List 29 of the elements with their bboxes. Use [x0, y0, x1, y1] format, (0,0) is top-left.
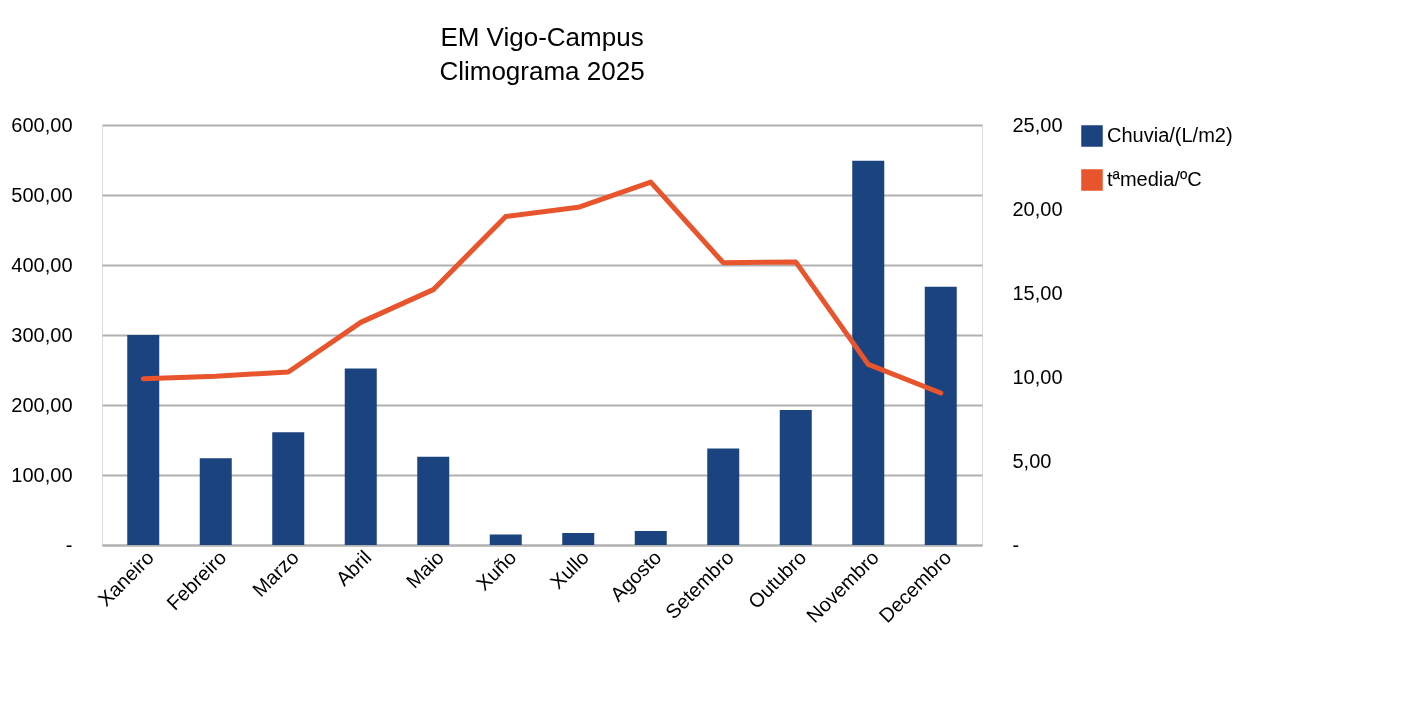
bar	[924, 286, 957, 545]
y2-tick-label: -	[1012, 533, 1020, 556]
bar	[634, 531, 667, 545]
bar	[562, 533, 595, 545]
bar	[489, 534, 522, 545]
y2-tick-label: 15,00	[1012, 281, 1063, 304]
y-tick-label: 100,00	[11, 463, 73, 486]
y-tick-label: 400,00	[11, 253, 73, 276]
bar	[707, 448, 740, 545]
y-tick-label: 200,00	[11, 393, 73, 416]
y-tick-label: 300,00	[11, 323, 73, 346]
y2-tick-label: 10,00	[1012, 365, 1063, 388]
y-tick-label: 600,00	[11, 113, 73, 136]
y-tick-label: 500,00	[11, 183, 73, 206]
chart-subtitle: Climograma 2025	[439, 56, 645, 86]
bar	[272, 432, 305, 545]
legend-label: Chuvia/(L/m2)	[1107, 124, 1233, 146]
bar	[417, 456, 450, 545]
chart-title: EM Vigo-Campus	[440, 22, 644, 52]
y2-tick-label: 25,00	[1012, 113, 1063, 136]
y2-tick-label: 20,00	[1012, 197, 1063, 220]
bar	[852, 160, 885, 545]
legend-label: tªmedia/ºC	[1107, 168, 1202, 190]
bar	[199, 458, 232, 545]
bar	[127, 335, 160, 545]
bar	[779, 409, 812, 545]
y-tick-label: -	[65, 533, 73, 556]
bar	[344, 368, 377, 545]
y2-tick-label: 5,00	[1012, 449, 1052, 472]
